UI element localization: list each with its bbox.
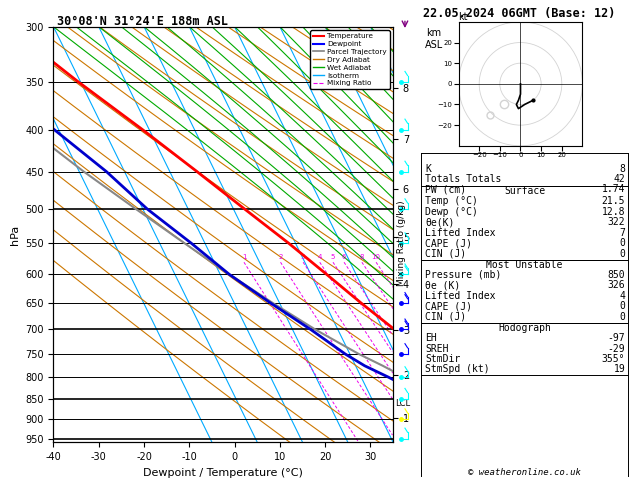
Text: StmDir: StmDir — [425, 354, 460, 364]
X-axis label: Dewpoint / Temperature (°C): Dewpoint / Temperature (°C) — [143, 468, 303, 478]
Text: SREH: SREH — [425, 344, 448, 354]
Text: 30°08'N 31°24'E 188m ASL: 30°08'N 31°24'E 188m ASL — [57, 15, 228, 28]
Text: 12.8: 12.8 — [602, 207, 625, 217]
Text: 7: 7 — [620, 227, 625, 238]
Text: 4: 4 — [620, 291, 625, 301]
Text: θe(K): θe(K) — [425, 217, 455, 227]
Text: Lifted Index: Lifted Index — [425, 291, 496, 301]
Text: 3: 3 — [301, 254, 306, 260]
Text: 42: 42 — [613, 174, 625, 184]
Text: 10: 10 — [372, 254, 381, 260]
Legend: Temperature, Dewpoint, Parcel Trajectory, Dry Adiabat, Wet Adiabat, Isotherm, Mi: Temperature, Dewpoint, Parcel Trajectory… — [310, 30, 389, 89]
Text: CAPE (J): CAPE (J) — [425, 238, 472, 248]
Text: 326: 326 — [608, 280, 625, 291]
Text: CIN (J): CIN (J) — [425, 312, 466, 322]
Text: Lifted Index: Lifted Index — [425, 227, 496, 238]
Text: Hodograph: Hodograph — [498, 323, 551, 333]
Text: Temp (°C): Temp (°C) — [425, 196, 478, 207]
Text: © weatheronline.co.uk: © weatheronline.co.uk — [468, 468, 581, 477]
Text: Totals Totals: Totals Totals — [425, 174, 501, 184]
Text: 0: 0 — [620, 248, 625, 259]
Text: PW (cm): PW (cm) — [425, 184, 466, 194]
Text: 0: 0 — [620, 238, 625, 248]
Text: 21.5: 21.5 — [602, 196, 625, 207]
Text: 5: 5 — [331, 254, 335, 260]
Text: -97: -97 — [608, 333, 625, 343]
Text: 0: 0 — [620, 312, 625, 322]
Text: StmSpd (kt): StmSpd (kt) — [425, 364, 490, 375]
Text: Pressure (mb): Pressure (mb) — [425, 270, 501, 280]
Text: Surface: Surface — [504, 186, 545, 196]
Text: 850: 850 — [608, 270, 625, 280]
Text: Most Unstable: Most Unstable — [486, 260, 563, 270]
Text: 4: 4 — [318, 254, 322, 260]
Text: 2: 2 — [279, 254, 282, 260]
Text: 355°: 355° — [602, 354, 625, 364]
Text: 6: 6 — [342, 254, 347, 260]
Y-axis label: km
ASL: km ASL — [425, 28, 443, 50]
Text: K: K — [425, 163, 431, 174]
Text: 1: 1 — [242, 254, 246, 260]
Text: LCL: LCL — [395, 399, 410, 408]
Text: -29: -29 — [608, 344, 625, 354]
Text: θe (K): θe (K) — [425, 280, 460, 291]
Text: 322: 322 — [608, 217, 625, 227]
Text: CAPE (J): CAPE (J) — [425, 301, 472, 312]
Text: 8: 8 — [360, 254, 364, 260]
Text: 0: 0 — [620, 301, 625, 312]
Text: EH: EH — [425, 333, 437, 343]
Text: CIN (J): CIN (J) — [425, 248, 466, 259]
Text: kt: kt — [459, 12, 468, 22]
Text: Dewp (°C): Dewp (°C) — [425, 207, 478, 217]
Text: 8: 8 — [620, 163, 625, 174]
Text: Mixing Ratio (g/kg): Mixing Ratio (g/kg) — [397, 200, 406, 286]
Text: 1.74: 1.74 — [602, 184, 625, 194]
Y-axis label: hPa: hPa — [9, 225, 19, 244]
Text: 19: 19 — [613, 364, 625, 375]
Text: 22.05.2024 06GMT (Base: 12): 22.05.2024 06GMT (Base: 12) — [423, 7, 615, 20]
